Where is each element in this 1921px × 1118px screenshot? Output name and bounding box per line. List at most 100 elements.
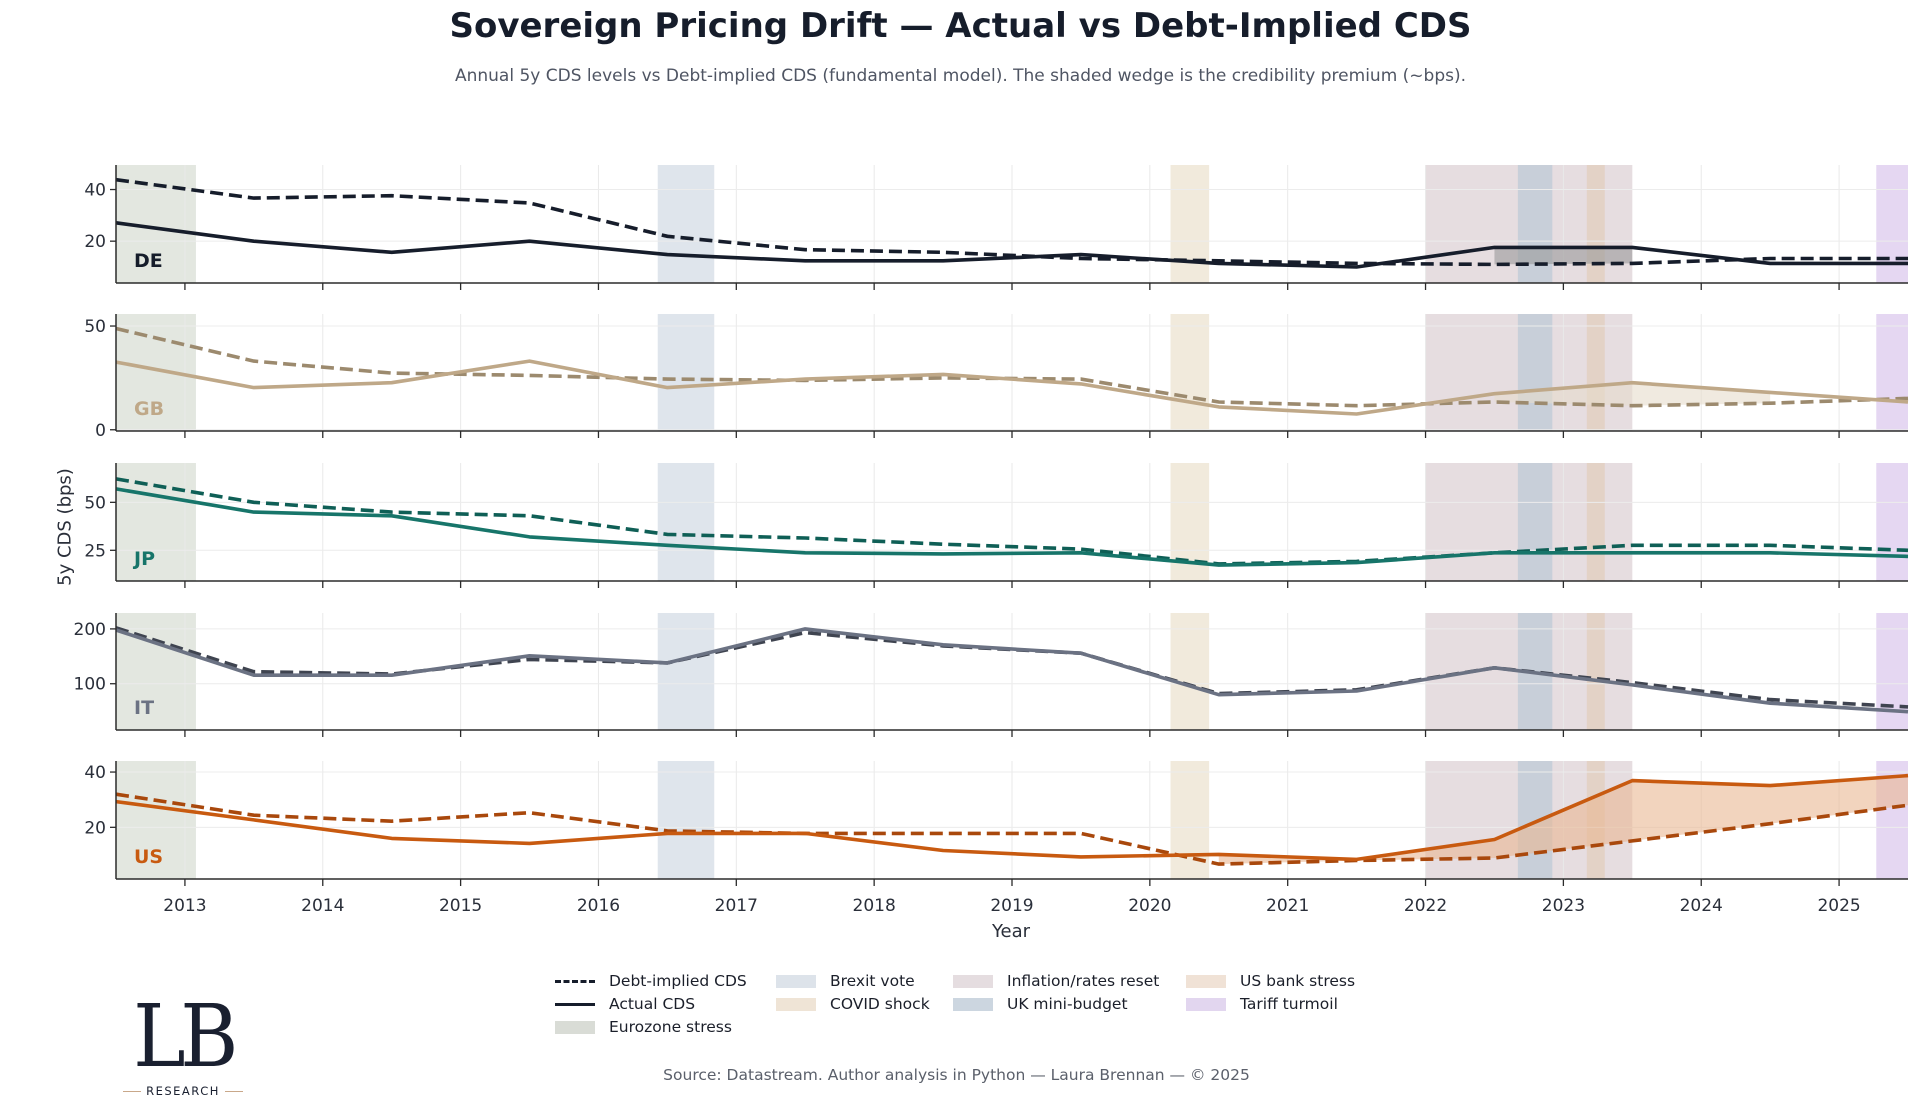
x-axis-label: Year bbox=[991, 921, 1031, 942]
actual-line bbox=[115, 221, 1908, 269]
actual-line bbox=[115, 773, 1909, 862]
y-tick-label: 40 bbox=[84, 763, 106, 783]
patch-swatch-icon bbox=[1186, 997, 1226, 1011]
panel-gb: 0 50 GB bbox=[84, 314, 1909, 441]
logo-rule-right bbox=[224, 1090, 243, 1092]
event-band-brexit-vote bbox=[657, 613, 715, 730]
event-band-brexit-vote bbox=[657, 463, 715, 581]
legend-item-brexit-vote: Brexit vote bbox=[776, 972, 915, 990]
credibility-wedge bbox=[1494, 247, 1633, 265]
source-note: Source: Datastream. Author analysis in P… bbox=[0, 1066, 1921, 1084]
event-band-covid-shock bbox=[1170, 314, 1210, 431]
lb-research-logo: LB RESEARCH bbox=[118, 994, 248, 1099]
y-tick-label: 50 bbox=[84, 317, 106, 337]
event-band-us-bank-stress bbox=[1586, 613, 1605, 730]
event-band-tariff-turmoil bbox=[1876, 165, 1908, 283]
patch-swatch-icon bbox=[776, 997, 816, 1011]
y-tick-label: 25 bbox=[84, 541, 106, 561]
debt-implied-line bbox=[115, 792, 1909, 866]
legend-label: Debt-implied CDS bbox=[609, 972, 747, 990]
x-tick-label: 2022 bbox=[1404, 896, 1447, 916]
x-tick-label: 2020 bbox=[1128, 896, 1171, 916]
legend-label: Actual CDS bbox=[609, 995, 696, 1013]
country-label: IT bbox=[134, 697, 154, 719]
x-tick-label: 2024 bbox=[1680, 896, 1723, 916]
credibility-wedge bbox=[1218, 775, 1908, 865]
event-band-eurozone-stress bbox=[116, 314, 196, 431]
country-label: US bbox=[134, 846, 163, 868]
legend-item-actual: Actual CDS bbox=[555, 995, 695, 1013]
event-band-brexit-vote bbox=[657, 165, 715, 283]
patch-swatch-icon bbox=[1186, 974, 1226, 988]
legend-label: US bank stress bbox=[1240, 972, 1356, 990]
x-tick-label: 2018 bbox=[853, 896, 896, 916]
actual-line bbox=[115, 487, 1909, 567]
legend-label: COVID shock bbox=[830, 995, 930, 1013]
actual-line bbox=[115, 359, 1909, 416]
logo-subtitle-text: RESEARCH bbox=[146, 1084, 220, 1098]
panel-us: 20 40 US bbox=[84, 761, 1909, 886]
actual-line bbox=[115, 627, 1909, 714]
x-tick-label: 2015 bbox=[439, 896, 482, 916]
y-tick-label: 40 bbox=[84, 181, 106, 201]
legend-item-uk-mini-budget: UK mini-budget bbox=[953, 995, 1128, 1013]
y-tick-label: 20 bbox=[84, 232, 106, 252]
panel-it: 100 200 IT bbox=[74, 613, 1909, 737]
legend-label: Eurozone stress bbox=[609, 1018, 732, 1036]
logo-subtitle: RESEARCH bbox=[118, 1084, 248, 1098]
x-tick-label: 2019 bbox=[990, 896, 1033, 916]
x-tick-label: 2021 bbox=[1266, 896, 1309, 916]
legend-label: Brexit vote bbox=[830, 972, 915, 990]
y-tick-label: 200 bbox=[74, 620, 106, 640]
debt-implied-line bbox=[115, 477, 1909, 566]
x-tick-label: 2023 bbox=[1542, 896, 1585, 916]
event-band-uk-mini-budget bbox=[1517, 463, 1553, 581]
y-tick-label: 50 bbox=[84, 493, 106, 513]
event-band-tariff-turmoil bbox=[1876, 314, 1908, 431]
logo-rule-left bbox=[123, 1090, 142, 1092]
legend-label: Tariff turmoil bbox=[1240, 995, 1338, 1013]
event-band-brexit-vote bbox=[657, 761, 715, 879]
panel-de: 20 40 DE bbox=[84, 165, 1908, 290]
legend: Debt-implied CDS Actual CDS Eurozone str… bbox=[555, 972, 1375, 1052]
country-label: JP bbox=[132, 548, 155, 570]
legend-item-covid-shock: COVID shock bbox=[776, 995, 930, 1013]
legend-label: UK mini-budget bbox=[1007, 995, 1128, 1013]
patch-swatch-icon bbox=[555, 1020, 595, 1034]
y-tick-label: 100 bbox=[74, 675, 106, 695]
legend-item-inflation-rates-reset: Inflation/rates reset bbox=[953, 972, 1159, 990]
debt-implied-line bbox=[115, 177, 1908, 267]
dashed-line-swatch-icon bbox=[555, 975, 595, 988]
x-tick-label: 2017 bbox=[715, 896, 758, 916]
panel-jp: 25 50 JP bbox=[84, 463, 1909, 588]
patch-swatch-icon bbox=[776, 974, 816, 988]
event-band-us-bank-stress bbox=[1586, 314, 1605, 431]
logo-mark: LB bbox=[133, 987, 238, 1087]
legend-item-debt-implied: Debt-implied CDS bbox=[555, 972, 747, 990]
legend-item-eurozone-stress: Eurozone stress bbox=[555, 1018, 732, 1036]
event-band-us-bank-stress bbox=[1586, 463, 1605, 581]
event-band-covid-shock bbox=[1170, 165, 1210, 283]
patch-swatch-icon bbox=[953, 974, 993, 988]
legend-item-us-bank-stress: US bank stress bbox=[1186, 972, 1355, 990]
x-tick-label: 2025 bbox=[1817, 896, 1860, 916]
country-label: GB bbox=[134, 398, 164, 420]
y-tick-label: 0 bbox=[95, 421, 106, 441]
event-band-tariff-turmoil bbox=[1876, 463, 1908, 581]
event-band-uk-mini-budget bbox=[1517, 314, 1553, 431]
event-band-covid-shock bbox=[1170, 613, 1210, 730]
x-tick-label: 2014 bbox=[301, 896, 344, 916]
patch-swatch-icon bbox=[953, 997, 993, 1011]
x-tick-label: 2016 bbox=[577, 896, 620, 916]
chart-title: Sovereign Pricing Drift — Actual vs Debt… bbox=[449, 6, 1472, 46]
chart-subtitle: Annual 5y CDS levels vs Debt-implied CDS… bbox=[454, 66, 1467, 86]
legend-item-tariff-turmoil: Tariff turmoil bbox=[1186, 995, 1338, 1013]
event-band-eurozone-stress bbox=[116, 463, 196, 581]
solid-line-swatch-icon bbox=[555, 998, 595, 1011]
source-text: Source: Datastream. Author analysis in P… bbox=[663, 1066, 1250, 1084]
legend-label: Inflation/rates reset bbox=[1007, 972, 1160, 990]
event-band-eurozone-stress bbox=[116, 761, 196, 879]
y-tick-label: 20 bbox=[84, 818, 106, 838]
event-band-brexit-vote bbox=[657, 314, 715, 431]
